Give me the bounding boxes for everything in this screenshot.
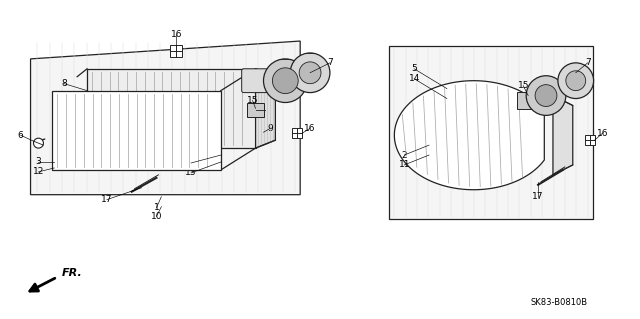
Text: 16: 16: [170, 30, 182, 39]
Circle shape: [264, 59, 307, 102]
Circle shape: [299, 62, 321, 84]
Text: 16: 16: [596, 129, 608, 138]
Circle shape: [291, 53, 330, 93]
Text: 12: 12: [33, 167, 44, 176]
Text: 11: 11: [399, 160, 410, 169]
FancyBboxPatch shape: [517, 92, 539, 109]
Text: 13: 13: [186, 168, 197, 177]
Circle shape: [566, 71, 586, 91]
Text: 10: 10: [150, 212, 162, 221]
Text: 9: 9: [268, 124, 273, 133]
Circle shape: [526, 76, 566, 115]
FancyBboxPatch shape: [242, 69, 275, 93]
Text: 17: 17: [101, 195, 113, 204]
Text: 15: 15: [247, 96, 259, 105]
Text: 6: 6: [18, 131, 24, 140]
Polygon shape: [585, 135, 595, 145]
Circle shape: [33, 138, 44, 148]
Polygon shape: [31, 41, 300, 195]
FancyBboxPatch shape: [246, 103, 264, 117]
Circle shape: [535, 85, 557, 107]
Polygon shape: [389, 46, 593, 219]
Text: 7: 7: [327, 58, 333, 67]
Text: 1: 1: [154, 203, 159, 212]
Text: 14: 14: [408, 74, 420, 83]
Text: FR.: FR.: [62, 268, 83, 278]
Text: 15: 15: [518, 81, 529, 90]
Text: 7: 7: [585, 58, 591, 67]
Circle shape: [558, 63, 593, 99]
Text: 2: 2: [401, 151, 407, 160]
Text: 16: 16: [305, 124, 316, 133]
Polygon shape: [394, 81, 544, 190]
Polygon shape: [52, 91, 221, 170]
Polygon shape: [170, 45, 182, 57]
Text: 4: 4: [188, 159, 194, 167]
Text: 5: 5: [412, 64, 417, 73]
Circle shape: [273, 68, 298, 93]
Text: 8: 8: [61, 79, 67, 88]
Polygon shape: [553, 96, 573, 175]
Text: 3: 3: [36, 158, 42, 167]
Text: SK83-B0810B: SK83-B0810B: [531, 298, 588, 307]
Text: 17: 17: [532, 192, 544, 201]
Polygon shape: [87, 69, 255, 148]
Polygon shape: [255, 69, 275, 148]
Polygon shape: [292, 128, 302, 138]
